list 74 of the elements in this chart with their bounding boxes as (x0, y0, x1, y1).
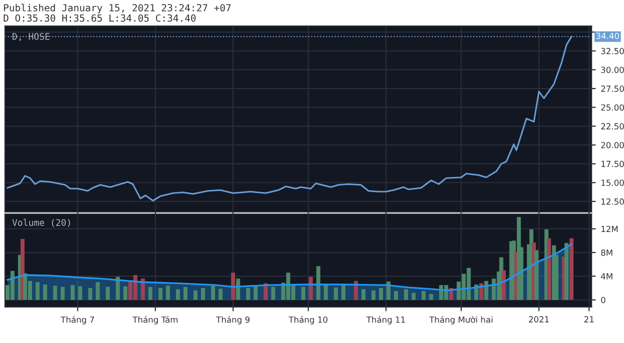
x-tick-label: Tháng 11 (366, 316, 405, 324)
bar (211, 286, 216, 300)
x-tick-label: Tháng 10 (288, 316, 328, 324)
annotation: D, HOSE (12, 33, 50, 42)
bar (354, 280, 358, 300)
bar (371, 290, 376, 300)
y-tick-label: 0 (601, 296, 606, 304)
x-tick-label: Tháng 7 (60, 316, 94, 324)
bar (484, 280, 488, 300)
bar (70, 285, 75, 300)
bar (193, 290, 198, 300)
bar (36, 282, 40, 300)
y-tick-label: 20.00 (601, 142, 624, 148)
y-tick-label: 8M (601, 249, 612, 256)
x-tick-label: 21 (584, 316, 594, 322)
bar (308, 276, 313, 300)
bar (564, 243, 568, 300)
bar (341, 284, 346, 300)
x-tick-label: Tháng Mười hai (429, 316, 492, 324)
bar (422, 291, 426, 300)
y-tick-label: 22.50 (601, 123, 624, 130)
y-tick-label: 32.50 (601, 48, 624, 54)
bar (316, 266, 320, 300)
ref-line-label: 34.40 (596, 32, 620, 40)
x-tick-label: Tháng Tám (132, 316, 178, 324)
chart-title: Published January 15, 2021 23:24:27 +07 (4, 4, 231, 14)
y-tick-label: 25.00 (601, 104, 624, 111)
bar (96, 282, 100, 300)
y-tick-label: 17.50 (601, 160, 624, 168)
y-tick-label: 12.50 (601, 198, 624, 205)
bar (534, 250, 538, 300)
x-tick-label: Tháng 9 (216, 316, 250, 324)
chart-title: Volume (20) (12, 218, 70, 228)
bar (176, 289, 180, 300)
x-tick-label: 2021 (528, 316, 549, 322)
bar (569, 238, 574, 300)
bar (404, 289, 408, 300)
bar (60, 286, 65, 300)
bar (361, 289, 366, 300)
bar (123, 286, 128, 300)
bar (324, 284, 328, 300)
bar (412, 292, 416, 300)
bar (140, 278, 145, 300)
y-tick-label: 4M (600, 273, 612, 280)
bar (183, 286, 188, 300)
y-tick-label: 15.00 (601, 180, 624, 186)
bar (116, 276, 120, 300)
y-tick-label: 30.00 (601, 66, 624, 74)
bar (502, 270, 506, 300)
bar (386, 282, 391, 300)
bar (271, 286, 276, 300)
y-tick-label: 27.50 (601, 86, 624, 92)
chart-subtitle: D O:35.30 H:35.65 L:34.05 C:34.40 (4, 14, 196, 22)
bar (53, 286, 58, 300)
bar (546, 238, 551, 300)
bar (43, 284, 48, 300)
bar (166, 286, 170, 300)
bar (236, 278, 240, 300)
bar (246, 288, 250, 300)
bar (334, 287, 338, 300)
bar (106, 286, 110, 300)
bar (148, 286, 152, 300)
bar (254, 286, 258, 300)
bar (429, 294, 434, 300)
bar (301, 286, 306, 300)
bar (88, 288, 92, 300)
bar (158, 288, 162, 300)
bar (394, 291, 398, 300)
bar (231, 272, 236, 300)
bar (378, 288, 383, 300)
y-tick-label: 12M (601, 226, 618, 232)
bar (218, 288, 223, 300)
bar (201, 288, 206, 300)
bar (78, 286, 82, 300)
